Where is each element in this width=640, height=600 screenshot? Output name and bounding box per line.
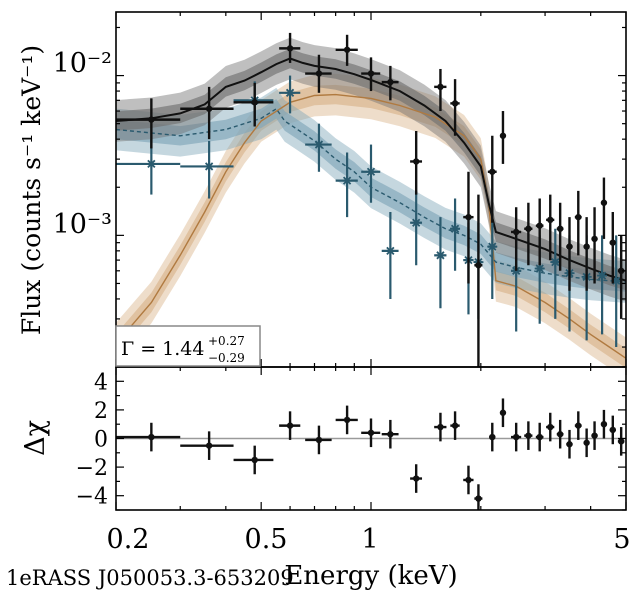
residual-ytick-label: 0 [94, 428, 108, 453]
soft-data-point [335, 152, 358, 218]
ytick-label-1e-3: 10⁻³ [53, 209, 112, 240]
total-data-point [499, 111, 507, 164]
soft-data-point [361, 144, 381, 203]
total-data-point [410, 130, 423, 195]
x-axis-label: Energy (keV) [284, 561, 457, 591]
total-data-point [574, 190, 582, 256]
total-data-point [524, 202, 533, 266]
residual-point [489, 422, 496, 452]
residual-point [410, 464, 423, 493]
residual-point [434, 412, 447, 442]
residual-point [361, 418, 381, 448]
residual-point [546, 412, 555, 442]
residual-point [279, 411, 301, 440]
residual-point [566, 429, 573, 459]
soft-data-point [180, 140, 234, 199]
soft-data-point [410, 190, 423, 266]
residual-point [233, 445, 274, 475]
y-axis-label: Flux (counts s⁻¹ keV⁻¹) [17, 45, 46, 335]
soft-data-point [450, 198, 461, 271]
total-data-point [450, 79, 460, 136]
xtick-label-1: 1 [361, 524, 378, 555]
soft-data-point [597, 235, 608, 335]
residual-point [609, 415, 616, 445]
residual-point [591, 421, 598, 450]
total-data-point [463, 171, 474, 284]
residual-point [556, 419, 564, 449]
soft-data-point [434, 217, 447, 309]
residual-ytick-label: 4 [94, 370, 108, 395]
soft-data-point [305, 123, 332, 172]
soft-data-point [550, 228, 561, 319]
total-data-point [535, 198, 544, 266]
total-data-point [381, 65, 399, 101]
residual-point [463, 465, 474, 495]
residual-point [617, 427, 625, 456]
source-name-label: 1eRASS J050053.3-653209 [6, 566, 294, 590]
xtick-label-5: 5 [613, 524, 630, 555]
residual-point [474, 484, 483, 510]
gamma-annotation-sup: +0.27 [208, 334, 245, 348]
total-data-point [487, 135, 497, 223]
residual-point [574, 411, 582, 440]
total-data-point [474, 194, 483, 367]
soft-data-point [381, 212, 399, 299]
gamma-annotation-text: Γ = 1.44 [121, 338, 205, 360]
soft-data-point [279, 75, 301, 114]
residual-y-axis-label: Δχ [20, 420, 51, 456]
residual-point [381, 419, 399, 449]
total-data-point [556, 202, 564, 271]
residual-point [116, 422, 181, 452]
residual-point [524, 421, 533, 450]
total-inner-band [116, 48, 626, 291]
residual-point [583, 428, 590, 458]
total-data-point [511, 207, 522, 271]
gamma-annotation-box [115, 325, 261, 367]
total-data-point [361, 57, 381, 92]
gamma-annotation: Γ = 1.44 +0.27 −0.29 [115, 325, 261, 367]
total-data-point [180, 86, 234, 140]
total-data-point [566, 217, 573, 291]
total-data-point [279, 32, 301, 63]
ytick-label-1e-2: 10⁻² [53, 48, 112, 79]
total-data-point [305, 54, 332, 93]
residual-ytick-label: −4 [76, 485, 108, 510]
total-data-point [609, 212, 616, 284]
xtick-label-0.2: 0.2 [107, 524, 150, 555]
total-data-point [434, 68, 447, 112]
total-data-point [335, 34, 358, 66]
residual-point [180, 431, 234, 460]
total-data-point [546, 194, 555, 261]
total-data-point [116, 98, 181, 149]
soft-model-line [116, 107, 626, 283]
residual-data [116, 398, 625, 510]
residual-point [305, 425, 332, 455]
total-data [116, 32, 625, 367]
residual-point [499, 398, 507, 428]
xtick-label-0.5: 0.5 [245, 524, 288, 555]
total-data-point [233, 82, 274, 127]
residual-plot-frame [115, 366, 627, 511]
soft-data-point [487, 212, 498, 299]
residual-point [335, 405, 358, 435]
residual-point [450, 411, 460, 440]
total-data-point [583, 217, 590, 291]
residual-ytick-labels: −4 −2 0 2 4 [76, 370, 108, 509]
residual-ytick-label: 2 [94, 399, 108, 424]
gamma-annotation-sub: −0.29 [208, 351, 245, 365]
residual-point [511, 422, 522, 452]
powerlaw-model-line [116, 93, 626, 359]
residual-point [535, 422, 544, 452]
total-data-point [591, 207, 598, 284]
total-data-point [600, 177, 608, 239]
residual-ytick-label: −2 [76, 456, 108, 481]
residual-point [600, 409, 608, 439]
